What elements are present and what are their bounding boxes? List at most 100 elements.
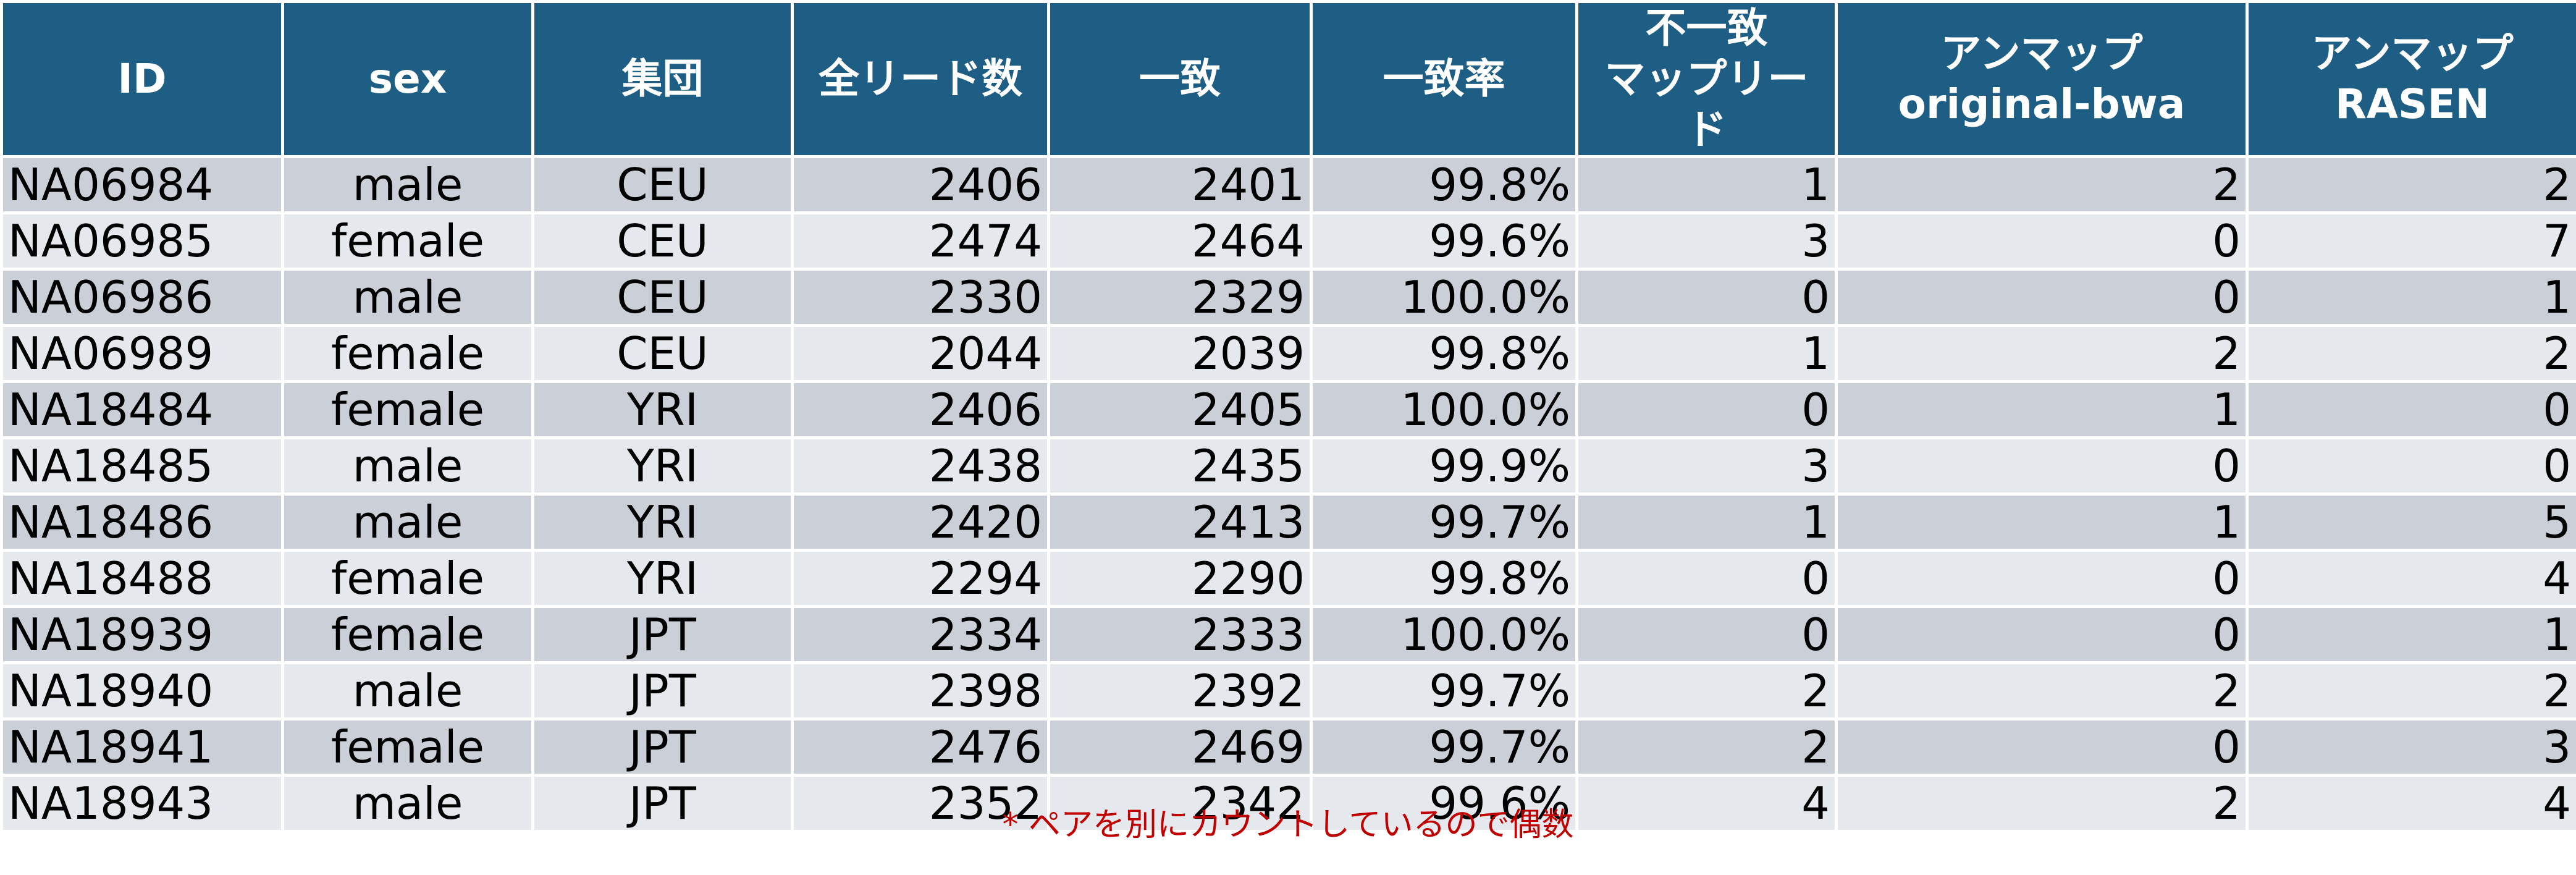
cell-sex: female [281,717,534,777]
table-row: NA18943 male JPT 2352 2342 99.6% 4 2 4 [0,774,2576,833]
cell-match-rate: 99.6% [1310,774,1578,833]
cell-match-rate: 99.8% [1310,155,1578,214]
cell-match: 2329 [1047,268,1313,327]
cell-total-reads: 2334 [791,605,1050,664]
cell-total-reads: 2438 [791,436,1050,496]
cell-unmapped-rasen: 5 [2246,492,2576,552]
cell-unmapped-bwa: 0 [1835,268,2249,327]
cell-id: NA18940 [0,661,284,721]
cell-match: 2290 [1047,549,1313,608]
header-id: ID [0,0,284,158]
results-table: ID sex 集団 全リード数 一致 一致率 不一致 マップリード アンマップ or… [0,0,2576,833]
cell-match-rate: 100.0% [1310,268,1578,327]
cell-total-reads: 2476 [791,717,1050,777]
cell-sex: male [281,436,534,496]
header-match: 一致 [1047,0,1313,158]
cell-group: CEU [531,324,794,383]
cell-group: JPT [531,717,794,777]
cell-unmapped-bwa: 2 [1835,155,2249,214]
cell-match: 2333 [1047,605,1313,664]
cell-unmapped-bwa: 1 [1835,380,2249,439]
cell-mismatch: 0 [1575,549,1838,608]
cell-mismatch: 0 [1575,380,1838,439]
cell-unmapped-bwa: 0 [1835,211,2249,271]
cell-group: YRI [531,492,794,552]
cell-mismatch: 0 [1575,268,1838,327]
cell-match-rate: 99.7% [1310,492,1578,552]
cell-sex: male [281,661,534,721]
cell-unmapped-rasen: 2 [2246,155,2576,214]
cell-match-rate: 99.7% [1310,661,1578,721]
cell-total-reads: 2352 [791,774,1050,833]
cell-id: NA18941 [0,717,284,777]
table-row: NA18488 female YRI 2294 2290 99.8% 0 0 4 [0,549,2576,608]
header-sex: sex [281,0,534,158]
cell-mismatch: 4 [1575,774,1838,833]
cell-unmapped-bwa: 2 [1835,774,2249,833]
cell-total-reads: 2420 [791,492,1050,552]
table-row: NA06985 female CEU 2474 2464 99.6% 3 0 7 [0,211,2576,271]
cell-group: YRI [531,436,794,496]
cell-id: NA18485 [0,436,284,496]
cell-match-rate: 99.8% [1310,324,1578,383]
table-row: NA06984 male CEU 2406 2401 99.8% 1 2 2 [0,155,2576,214]
cell-total-reads: 2294 [791,549,1050,608]
cell-sex: female [281,211,534,271]
cell-match-rate: 99.8% [1310,549,1578,608]
cell-match: 2342 [1047,774,1313,833]
cell-mismatch: 0 [1575,605,1838,664]
cell-sex: male [281,155,534,214]
cell-mismatch: 3 [1575,211,1838,271]
table-row: NA06986 male CEU 2330 2329 100.0% 0 0 1 [0,268,2576,327]
cell-unmapped-rasen: 4 [2246,774,2576,833]
cell-unmapped-bwa: 2 [1835,324,2249,383]
cell-unmapped-bwa: 0 [1835,549,2249,608]
cell-group: JPT [531,774,794,833]
table-row: NA06989 female CEU 2044 2039 99.8% 1 2 2 [0,324,2576,383]
cell-unmapped-rasen: 0 [2246,436,2576,496]
cell-group: JPT [531,661,794,721]
cell-id: NA06986 [0,268,284,327]
cell-sex: female [281,380,534,439]
cell-unmapped-rasen: 4 [2246,549,2576,608]
cell-unmapped-bwa: 1 [1835,492,2249,552]
cell-unmapped-rasen: 7 [2246,211,2576,271]
cell-total-reads: 2398 [791,661,1050,721]
cell-match: 2039 [1047,324,1313,383]
cell-mismatch: 1 [1575,492,1838,552]
table-row: NA18941 female JPT 2476 2469 99.7% 2 0 3 [0,717,2576,777]
cell-unmapped-rasen: 3 [2246,717,2576,777]
cell-match: 2401 [1047,155,1313,214]
header-row: ID sex 集団 全リード数 一致 一致率 不一致 マップリード アンマップ or… [0,0,2576,158]
cell-total-reads: 2330 [791,268,1050,327]
cell-match-rate: 99.9% [1310,436,1578,496]
cell-sex: male [281,268,534,327]
header-match-rate: 一致率 [1310,0,1578,158]
cell-id: NA18484 [0,380,284,439]
cell-match-rate: 100.0% [1310,605,1578,664]
cell-sex: female [281,324,534,383]
cell-unmapped-bwa: 0 [1835,436,2249,496]
cell-total-reads: 2474 [791,211,1050,271]
cell-mismatch: 3 [1575,436,1838,496]
cell-match: 2413 [1047,492,1313,552]
cell-unmapped-bwa: 2 [1835,661,2249,721]
header-mismatch-mapped-reads: 不一致 マップリード [1575,0,1838,158]
cell-match: 2464 [1047,211,1313,271]
cell-id: NA18486 [0,492,284,552]
cell-total-reads: 2044 [791,324,1050,383]
cell-sex: female [281,605,534,664]
header-total-reads: 全リード数 [791,0,1050,158]
cell-total-reads: 2406 [791,380,1050,439]
cell-unmapped-rasen: 1 [2246,268,2576,327]
table-row: NA18486 male YRI 2420 2413 99.7% 1 1 5 [0,492,2576,552]
cell-unmapped-rasen: 2 [2246,661,2576,721]
cell-id: NA18943 [0,774,284,833]
cell-group: CEU [531,211,794,271]
cell-id: NA06984 [0,155,284,214]
cell-id: NA18488 [0,549,284,608]
table-row: NA18484 female YRI 2406 2405 100.0% 0 1 0 [0,380,2576,439]
header-unmapped-rasen: アンマップ RASEN [2246,0,2576,158]
cell-group: YRI [531,549,794,608]
cell-id: NA18939 [0,605,284,664]
